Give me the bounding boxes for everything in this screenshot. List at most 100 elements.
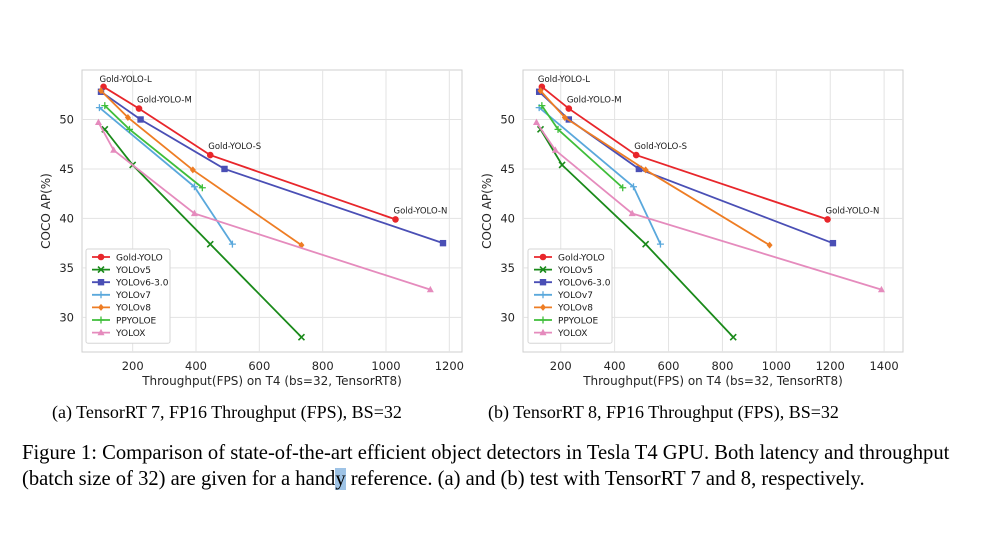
data-point — [619, 184, 627, 192]
point-label: Gold-YOLO-M — [567, 96, 622, 106]
series-ppyoloe — [101, 102, 206, 192]
caption-text-start: Figure 1: Comparison of state-of-the-art… — [22, 442, 950, 490]
legend-item: YOLOv6-3.0 — [92, 279, 169, 289]
legend: Gold-YOLO YOLOv5 YOLOv6-3.0 YOLOv7 YOLOv8 PPY… — [85, 248, 171, 344]
data-point — [392, 216, 399, 223]
chart-a: 200 400 600 800 1000 1200 30 35 40 45 50 Throughput… — [39, 69, 464, 388]
x-tick-label: 200 — [122, 359, 144, 373]
y-axis-label: COCO AP(%) — [39, 173, 53, 249]
legend-marker — [539, 279, 547, 286]
data-point — [439, 239, 447, 247]
data-point — [635, 165, 643, 173]
data-point — [198, 184, 206, 192]
legend-label: YOLOv5 — [115, 266, 151, 276]
data-point — [94, 118, 102, 126]
data-point — [206, 240, 214, 248]
legend-item: YOLOv7 — [92, 291, 151, 301]
legend-label: YOLOX — [115, 329, 145, 339]
data-point — [642, 240, 650, 248]
x-tick-label: 600 — [248, 359, 270, 373]
x-tick-label: 1200 — [435, 359, 464, 373]
data-point — [565, 105, 573, 112]
y-tick-label: 40 — [59, 211, 74, 225]
data-point — [561, 113, 568, 121]
data-point — [829, 239, 837, 247]
y-tick-label: 45 — [500, 162, 515, 176]
y-tick-label: 30 — [500, 310, 515, 324]
series-line — [100, 91, 444, 245]
data-point — [537, 87, 544, 95]
data-point — [98, 87, 104, 95]
data-point — [135, 105, 143, 112]
y-tick-label: 30 — [59, 310, 74, 324]
legend-item: YOLOv8 — [534, 304, 593, 314]
legend-item: YOLOX — [534, 328, 587, 339]
caption-highlight: y — [335, 468, 346, 490]
legend-marker — [539, 266, 547, 274]
data-point — [642, 166, 649, 174]
point-label: Gold-YOLO-N — [394, 206, 448, 216]
y-tick-label: 40 — [500, 211, 515, 225]
series-yolov8 — [98, 87, 305, 249]
point-label: Gold-YOLO-S — [634, 142, 687, 152]
series-line — [103, 86, 396, 221]
x-tick-label: 800 — [711, 359, 733, 373]
legend-item: YOLOv5 — [534, 266, 593, 276]
x-tick-label: 1400 — [869, 359, 898, 373]
point-label: Gold-YOLO-M — [137, 96, 192, 106]
legend-marker — [97, 316, 105, 324]
legend-marker — [540, 303, 546, 311]
legend-item: Gold-YOLO — [534, 253, 605, 263]
series-line — [539, 128, 734, 338]
legend-label: YOLOX — [557, 329, 587, 339]
series-yolov7 — [535, 104, 664, 248]
legend-label: Gold-YOLO — [116, 253, 163, 263]
legend-marker — [97, 291, 105, 299]
data-point — [190, 183, 198, 191]
y-tick-label: 50 — [500, 112, 515, 126]
data-point — [824, 216, 831, 223]
series-line — [104, 128, 303, 338]
legend-item: Gold-YOLO — [92, 253, 163, 263]
data-point — [95, 104, 103, 112]
series-gold-yolo: Gold-YOLO-L Gold-YOLO-M Gold-YOLO-S Gold-YO… — [100, 75, 448, 223]
legend-item: PPYOLOE — [534, 316, 599, 326]
data-point — [190, 209, 198, 217]
series-line — [97, 122, 431, 291]
legend-label: YOLOv8 — [557, 304, 593, 314]
series-yolox — [94, 118, 434, 293]
data-point — [554, 125, 562, 133]
data-point — [632, 151, 640, 159]
y-tick-label: 45 — [59, 162, 74, 176]
x-tick-label: 400 — [604, 359, 626, 373]
figure-caption: Figure 1: Comparison of state-of-the-art… — [22, 440, 962, 492]
data-point — [877, 285, 885, 293]
x-axis-label: Throughput(FPS) on T4 (bs=32, TensorRT8) — [582, 374, 843, 388]
legend-marker — [97, 328, 105, 336]
series-yolov8 — [537, 87, 773, 249]
y-axis-label: COCO AP(%) — [480, 173, 494, 249]
data-point — [426, 285, 434, 293]
x-tick-label: 200 — [550, 359, 572, 373]
legend-label: YOLOv6-3.0 — [557, 279, 611, 289]
data-point — [228, 240, 236, 248]
series-line — [535, 121, 882, 291]
point-label: Gold-YOLO-L — [100, 75, 152, 85]
series-line — [539, 90, 771, 246]
legend-marker — [539, 316, 547, 324]
series-gold-yolo: Gold-YOLO-L Gold-YOLO-M Gold-YOLO-S Gold-YO… — [538, 75, 879, 223]
series-yolox — [532, 118, 885, 293]
data-point — [124, 113, 131, 121]
legend: Gold-YOLO YOLOv5 YOLOv6-3.0 YOLOv7 YOLOv8 PPY… — [527, 248, 613, 344]
x-tick-label: 600 — [658, 359, 680, 373]
legend-marker — [539, 291, 547, 299]
data-point — [189, 166, 196, 174]
legend-marker — [98, 303, 104, 311]
y-tick-label: 35 — [500, 261, 515, 275]
legend-marker — [539, 253, 547, 261]
y-tick-label: 50 — [59, 112, 74, 126]
legend-item: YOLOv6-3.0 — [534, 279, 611, 289]
subcaption-a: (a) TensorRT 7, FP16 Throughput (FPS), B… — [52, 402, 402, 422]
legend-label: YOLOv7 — [115, 291, 151, 301]
legend-label: YOLOv7 — [557, 291, 593, 301]
